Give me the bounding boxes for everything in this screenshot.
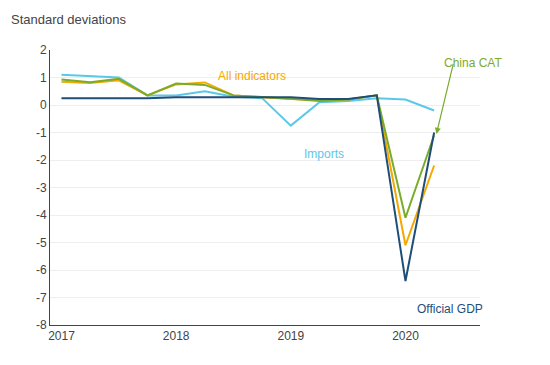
svg-text:-6: -6: [36, 263, 47, 277]
svg-text:2: 2: [40, 43, 47, 57]
svg-text:Imports: Imports: [304, 147, 344, 161]
svg-text:2020: 2020: [392, 329, 419, 343]
svg-text:-8: -8: [36, 318, 47, 332]
svg-text:0: 0: [40, 98, 47, 112]
svg-text:-1: -1: [36, 126, 47, 140]
svg-text:2019: 2019: [277, 329, 304, 343]
svg-text:-2: -2: [36, 153, 47, 167]
svg-text:-7: -7: [36, 291, 47, 305]
svg-text:All indicators: All indicators: [218, 69, 286, 83]
svg-text:2018: 2018: [163, 329, 190, 343]
svg-text:-3: -3: [36, 181, 47, 195]
svg-text:2017: 2017: [48, 329, 75, 343]
svg-text:Standard deviations: Standard deviations: [11, 12, 126, 27]
svg-text:-4: -4: [36, 208, 47, 222]
svg-text:1: 1: [40, 71, 47, 85]
svg-text:China CAT: China CAT: [444, 56, 502, 70]
svg-text:-5: -5: [36, 236, 47, 250]
svg-text:Official GDP: Official GDP: [417, 302, 483, 316]
